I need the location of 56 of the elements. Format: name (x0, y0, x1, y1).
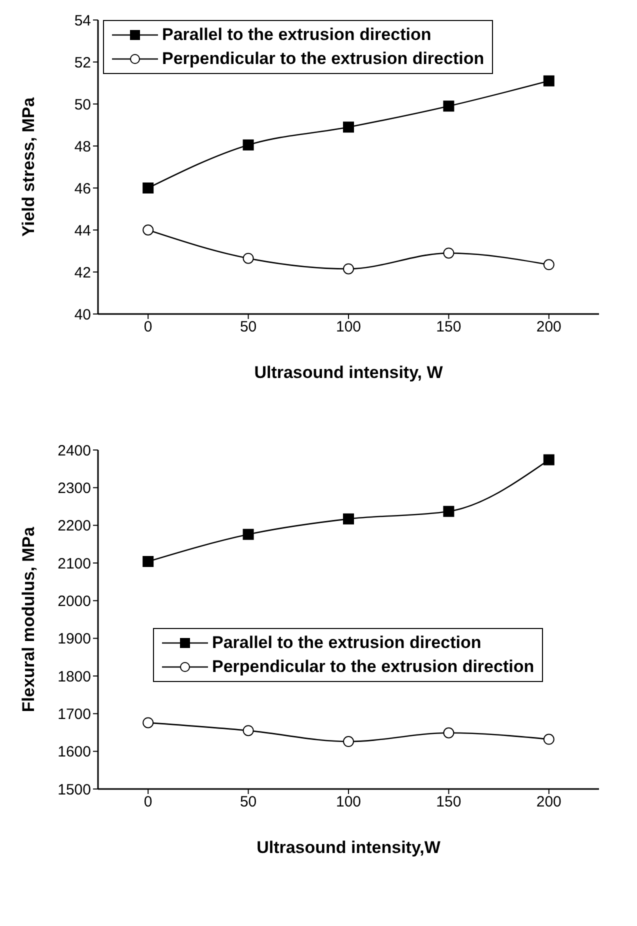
point (343, 263, 354, 274)
x-axis-title: Ultrasound intensity, W (254, 363, 444, 382)
y-tick-label: 2100 (58, 555, 91, 572)
point (343, 513, 354, 524)
x-tick-label: 150 (436, 318, 462, 336)
y-tick-label: 46 (74, 180, 91, 198)
legend-label: Perpendicular to the extrusion direction (212, 657, 534, 677)
point (242, 139, 254, 150)
point (443, 248, 454, 259)
point (543, 734, 554, 745)
y-tick-label: 48 (74, 138, 91, 156)
point (343, 122, 354, 133)
y-tick-label: 54 (74, 12, 91, 30)
point (242, 528, 254, 540)
point (543, 75, 554, 86)
point (543, 454, 554, 466)
point (343, 736, 354, 748)
y-tick-label: 2000 (58, 592, 91, 610)
x-axis-title: Ultrasound intensity,W (256, 838, 442, 858)
y-tick-label: 52 (74, 54, 91, 72)
legend-label: Parallel to the extrusion direction (162, 25, 432, 45)
x-tick-label: 100 (336, 794, 362, 811)
point (543, 259, 554, 270)
point (443, 100, 454, 112)
y-tick-label: 2300 (58, 480, 91, 497)
point (142, 182, 154, 194)
x-tick-label: 0 (144, 794, 152, 811)
x-tick-label: 200 (536, 318, 562, 336)
x-tick-label: 50 (240, 318, 257, 336)
x-tick-label: 100 (336, 318, 362, 336)
y-tick-label: 1700 (58, 706, 91, 723)
y-tick-label: 1600 (58, 744, 91, 761)
y-tick-label: 1500 (58, 781, 91, 798)
y-tick-label: 42 (74, 264, 91, 282)
y-tick-label: 2400 (58, 442, 91, 460)
legend-label: Perpendicular to the extrusion direction (162, 49, 484, 69)
x-tick-label: 0 (144, 318, 152, 336)
point (242, 252, 254, 264)
y-tick-label: 1800 (58, 668, 91, 686)
y-tick-label: 44 (74, 222, 91, 240)
y-tick-label: 1900 (58, 630, 91, 648)
x-tick-label: 50 (240, 794, 257, 811)
point (142, 224, 154, 236)
legend-label: Parallel to the extrusion direction (212, 633, 482, 653)
point (142, 556, 154, 567)
x-tick-label: 200 (536, 794, 562, 811)
y-axis-title: Flexural modulus, MPa (19, 526, 38, 712)
x-tick-label: 150 (436, 794, 462, 811)
y-tick-label: 2200 (58, 518, 91, 535)
y-axis-title: Yield stress, MPa (19, 96, 38, 237)
point (443, 506, 454, 517)
y-tick-label: 50 (74, 96, 91, 114)
point (242, 725, 254, 736)
point (443, 727, 454, 738)
y-tick-label: 40 (74, 306, 91, 324)
point (142, 717, 154, 728)
